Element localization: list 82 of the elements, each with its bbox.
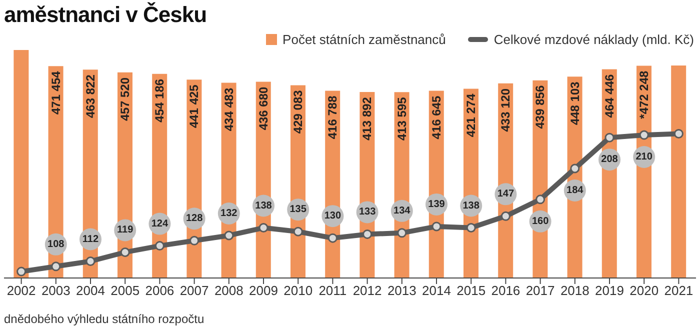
data-label: 416 645	[429, 95, 444, 140]
point	[154, 241, 164, 251]
data-label: 124	[151, 218, 168, 230]
legend-label: Počet státních zaměstnanců	[282, 32, 446, 47]
x-tick-label: 2010	[284, 283, 313, 298]
x-tick-label: 2018	[560, 283, 590, 298]
point	[362, 229, 372, 239]
x-tick-label: 2019	[595, 283, 624, 298]
data-label: 439 856	[533, 85, 548, 129]
data-label: 210	[636, 152, 653, 163]
point	[120, 247, 130, 257]
point	[190, 236, 200, 246]
bar	[671, 65, 686, 278]
point	[258, 223, 268, 233]
data-label: 457 520	[118, 77, 132, 121]
x-tick-label: 2002	[6, 283, 36, 298]
x-tick-label: 2014	[422, 283, 451, 298]
x-tick-label: 2020	[630, 283, 659, 298]
data-label: 184	[566, 185, 584, 196]
x-tick-label: 2015	[456, 283, 486, 298]
x-tick-label: 2013	[387, 283, 416, 298]
data-label: 108	[48, 238, 65, 250]
point	[432, 222, 442, 232]
data-label: 413 892	[360, 96, 374, 140]
point	[570, 164, 580, 174]
x-tick-label: 2008	[214, 283, 244, 298]
data-label: 139	[428, 198, 446, 210]
data-label: 421 274	[464, 93, 478, 138]
x-tick-label: 2009	[249, 283, 278, 298]
point	[397, 228, 407, 238]
data-label: 448 103	[568, 81, 582, 126]
data-label: 138	[462, 200, 480, 212]
data-label: 132	[220, 208, 238, 219]
chart-title: aměstnanci v Česku	[4, 2, 207, 28]
bar	[14, 50, 29, 278]
data-label: 413 595	[394, 96, 409, 141]
data-label: 133	[358, 206, 376, 218]
data-label: 436 680	[256, 86, 270, 130]
data-label: 434 483	[222, 87, 236, 132]
point	[16, 266, 26, 276]
data-label: 441 425	[187, 84, 202, 128]
x-tick-label: 2005	[110, 283, 140, 298]
x-tick-label: 2016	[491, 283, 520, 298]
data-label: 429 083	[290, 90, 305, 134]
data-label: 433 120	[498, 88, 513, 132]
point	[500, 211, 510, 221]
data-label: *472 248	[636, 70, 651, 119]
point	[604, 132, 614, 142]
point	[86, 256, 96, 266]
point	[224, 230, 234, 240]
point	[536, 194, 546, 204]
legend-label: Celkové mzdové náklady (mld. Kč)	[494, 32, 694, 47]
text: dnědobého výhledu státního rozpočtu	[4, 312, 204, 326]
x-tick-label: 2006	[145, 283, 174, 298]
x-tick-label: 2003	[41, 283, 70, 298]
x-tick-label: 2017	[526, 283, 555, 298]
data-label: 130	[324, 210, 342, 222]
point	[328, 233, 338, 243]
data-label: 454 186	[152, 78, 167, 122]
point	[466, 223, 476, 233]
x-tick-label: 2004	[76, 283, 105, 298]
x-tick-label: 2021	[664, 283, 694, 298]
data-label: 471 454	[48, 70, 63, 115]
data-label: 147	[497, 188, 514, 200]
data-label: 208	[601, 154, 618, 166]
x-tick-label: 2012	[352, 283, 382, 298]
data-label: 416 788	[326, 95, 340, 140]
x-tick-label: 2011	[318, 283, 347, 298]
point	[674, 128, 684, 138]
point	[51, 262, 61, 272]
data-label: 464 446	[602, 74, 616, 118]
data-label: 112	[82, 234, 99, 245]
data-label: 463 822	[83, 74, 98, 118]
data-label: 135	[290, 204, 307, 216]
data-label: 119	[117, 224, 134, 236]
data-label: 134	[394, 205, 411, 216]
data-label: 128	[186, 213, 204, 224]
data-label: 160	[532, 216, 550, 227]
point	[639, 130, 649, 140]
x-tick-label: 2007	[180, 283, 209, 298]
data-label: 138	[255, 200, 272, 212]
point	[293, 226, 303, 236]
